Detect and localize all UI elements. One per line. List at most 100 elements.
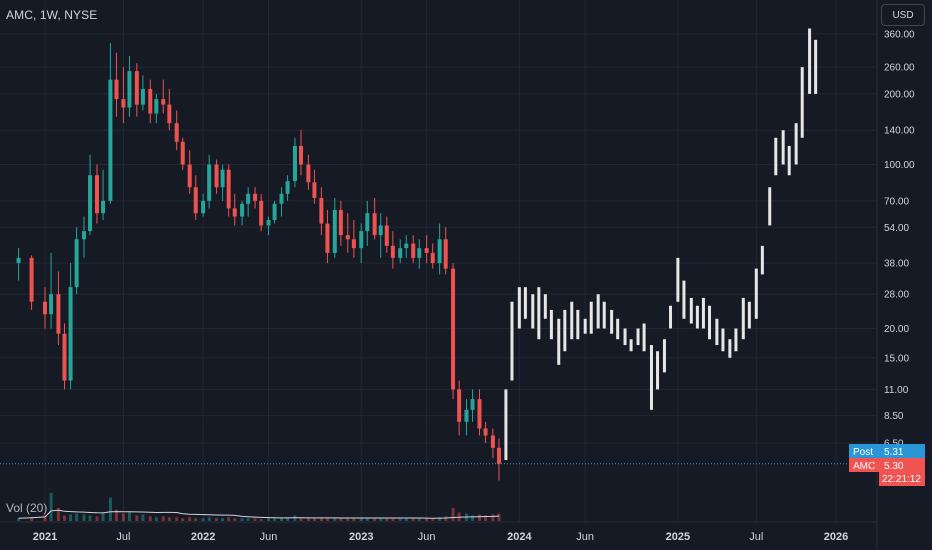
volume-indicator-label[interactable]: Vol (20) <box>6 501 48 515</box>
volume-bar <box>62 515 66 521</box>
volume-bar <box>457 512 461 521</box>
projection-bar <box>662 339 666 373</box>
candle-body <box>470 399 475 410</box>
volume-bar <box>425 518 429 521</box>
candles-series <box>16 42 501 481</box>
volume-bar <box>95 516 99 521</box>
candle-body <box>180 141 185 165</box>
volume-bar <box>108 497 112 521</box>
time-tick-label: 2025 <box>666 531 690 543</box>
price-tick-label: 140.00 <box>884 126 915 137</box>
time-tick-label: Jun <box>418 531 436 543</box>
candle-body <box>496 447 501 464</box>
volume-bar <box>215 518 219 521</box>
price-tick-label: 8.50 <box>884 411 904 422</box>
time-axis[interactable]: 2021 Jul 2022 Jun 2023 Jun 2024 Jun 2025 Jul 2026 <box>33 531 848 543</box>
candle-body <box>319 197 324 224</box>
projection-bar <box>794 123 798 165</box>
projection-bar <box>669 305 673 329</box>
projection-bar <box>676 257 680 302</box>
projection-bar <box>537 287 541 340</box>
candle-body <box>56 294 61 334</box>
candle-body <box>94 175 99 214</box>
projection-bar <box>808 28 812 94</box>
candle-body <box>246 193 251 204</box>
candle-body <box>390 245 395 258</box>
candle-body <box>68 287 73 381</box>
volume-bar <box>385 518 389 521</box>
volume-bar <box>339 518 343 521</box>
volume-bar <box>451 507 455 521</box>
price-tick-label: 200.00 <box>884 89 915 100</box>
volume-bar <box>379 518 383 521</box>
projection-bar <box>543 294 547 319</box>
candle-body <box>253 193 258 201</box>
volume-bar <box>391 518 395 521</box>
volume-bar <box>49 492 53 521</box>
candle-body <box>101 200 106 214</box>
volume-bar <box>306 518 310 521</box>
projection-bar <box>610 309 614 334</box>
projection-bar <box>682 280 686 319</box>
candle-body <box>477 399 482 429</box>
last-tag-value: 5.30 <box>884 461 904 472</box>
candle-body <box>443 239 448 269</box>
volume-bar <box>135 515 139 521</box>
candle-body <box>359 231 364 249</box>
volume-bar <box>114 509 118 521</box>
projection-bar <box>656 351 660 390</box>
volume-bar <box>280 518 284 521</box>
volume-bar <box>175 517 179 521</box>
volume-bar <box>240 518 244 521</box>
volume-bar <box>121 513 125 521</box>
candle-body <box>384 225 389 246</box>
volume-bar <box>365 518 369 521</box>
volume-bar <box>75 513 79 521</box>
volume-bar <box>194 518 198 521</box>
currency-button[interactable]: USD <box>881 4 925 26</box>
volume-bar <box>201 518 205 521</box>
volume-bar <box>267 518 271 521</box>
projection-bar <box>642 323 646 352</box>
volume-bar <box>69 514 73 521</box>
price-tick-label: 360.00 <box>884 30 915 41</box>
projection-bar <box>583 318 587 334</box>
projection-bar <box>734 328 738 352</box>
volume-bar <box>167 517 171 521</box>
projection-bar <box>602 301 606 329</box>
post-tag-label: Post <box>853 447 873 458</box>
volume-bar <box>373 518 377 521</box>
candle-body <box>299 145 304 165</box>
volume-bar <box>17 518 21 521</box>
projection-bar <box>616 318 620 340</box>
candle-body <box>114 79 119 100</box>
candle-body <box>351 239 356 249</box>
projection-bar <box>800 67 804 138</box>
volume-bar <box>497 513 501 521</box>
projection-bar <box>557 318 561 365</box>
projection-bar <box>636 328 640 346</box>
projection-bar <box>649 345 653 410</box>
time-tick-label: Jun <box>576 531 594 543</box>
time-tick-label: 2022 <box>191 531 215 543</box>
candle-body <box>437 239 442 264</box>
volume-bar <box>227 517 231 521</box>
candle-body <box>74 239 79 288</box>
candle-body <box>279 193 284 204</box>
candle-body <box>365 213 370 232</box>
projection-bar <box>721 328 725 352</box>
volume-bar <box>273 518 277 521</box>
volume-bar <box>221 518 225 521</box>
volume-bar <box>88 515 92 521</box>
projection-bar <box>570 301 574 340</box>
candle-body <box>148 88 153 114</box>
volume-bar <box>431 518 435 521</box>
projection-bar <box>623 328 627 346</box>
volume-bar <box>398 518 402 521</box>
candle-body <box>226 169 231 209</box>
projection-bar <box>768 187 772 226</box>
volume-bar <box>207 517 211 521</box>
symbol-title[interactable]: AMC, 1W, NYSE <box>6 8 98 22</box>
candle-body <box>259 200 264 226</box>
